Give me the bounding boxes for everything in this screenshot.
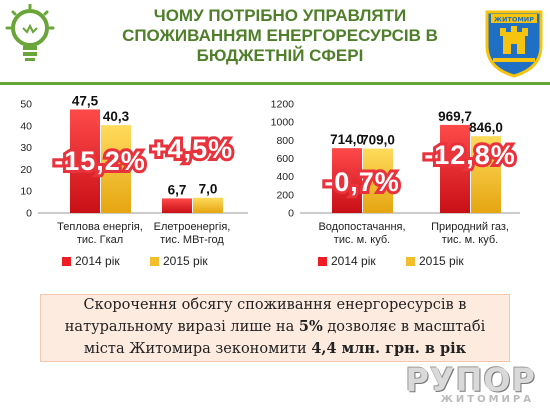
legend-label: 2014 рік: [75, 254, 120, 268]
title-line-2: СПОЖИВАННЯМ ЕНЕРГОРЕСУРСІВ В: [122, 26, 438, 45]
legend-label: 2015 рік: [419, 254, 464, 268]
y-tick-label: 10: [20, 186, 32, 198]
bar-value-label: 969,7: [438, 109, 472, 124]
bar-value-label: 6,7: [168, 182, 187, 197]
bar-value-label: 846,0: [469, 120, 503, 135]
header-divider: [0, 82, 550, 85]
category-label: Елетроенергія,: [154, 221, 231, 233]
category-label: тис. МВт-год: [160, 234, 224, 246]
bar-value-label: 709,0: [361, 133, 395, 148]
y-tick-label: 20: [20, 164, 32, 176]
y-tick-label: 1000: [271, 117, 295, 129]
summary-note: Скорочення обсягу споживання енергоресур…: [40, 294, 510, 362]
bar-value-label: 47,5: [72, 93, 99, 108]
y-tick-label: 1200: [271, 99, 295, 111]
y-tick-label: 800: [276, 135, 294, 147]
watermark-main: РУПОР: [405, 361, 536, 399]
bar-0-0-0: [70, 109, 100, 213]
y-tick-label: 30: [20, 142, 32, 154]
bar-0-1-1: [193, 197, 223, 213]
note-line-2-pre: натуральному виразі лише на: [64, 319, 299, 335]
change-percent-badge: -12,8%: [424, 140, 516, 170]
bar-0-0-1: [101, 125, 131, 213]
legend-label: 2015 рік: [163, 254, 208, 268]
legend-swatch: [318, 257, 327, 266]
legend-swatch: [406, 257, 415, 266]
bar-value-label: 7,0: [199, 182, 218, 197]
note-line-3-bold: 4,4 млн. грн. в рік: [311, 340, 467, 357]
bar-value-label: 40,3: [103, 109, 130, 124]
change-percent-badge: +4,5%: [151, 134, 233, 164]
title-line-3: БЮДЖЕТНІЙ СФЕРІ: [196, 46, 364, 65]
category-label: Теплова енергія,: [57, 221, 143, 233]
page-title: ЧОМУ ПОТРІБНО УПРАВЛЯТИ СПОЖИВАННЯМ ЕНЕР…: [95, 6, 465, 66]
category-label: Водопостачання,: [318, 221, 405, 233]
bar-1-1-1: [471, 136, 501, 213]
category-label: тис. м. куб.: [334, 234, 390, 246]
note-line-2: натуральному виразі лише на 5% дозволяє …: [41, 316, 509, 338]
y-tick-label: 50: [20, 99, 32, 111]
note-line-2-bold: 5%: [298, 318, 323, 335]
legend-swatch: [150, 257, 159, 266]
crest-caption: ЖИТОМИР: [494, 16, 534, 24]
y-tick-label: 600: [276, 153, 294, 165]
change-percent-badge: -0,7%: [324, 167, 400, 197]
lightbulb-icon: [5, 4, 55, 61]
category-label: тис. Гкал: [77, 234, 123, 246]
watermark-sub: ЖИТОМИРА: [440, 394, 534, 405]
note-line-3: міста Житомира зекономити 4,4 млн. грн. …: [41, 338, 509, 360]
y-tick-label: 0: [288, 208, 294, 220]
legend-swatch: [62, 257, 71, 266]
title-line-1: ЧОМУ ПОТРІБНО УПРАВЛЯТИ: [153, 6, 407, 25]
y-tick-label: 40: [20, 120, 32, 132]
y-tick-label: 0: [26, 208, 32, 220]
bar-1-0-0: [332, 148, 362, 213]
legend-label: 2014 рік: [331, 254, 376, 268]
bar-value-label: 714,0: [330, 132, 364, 147]
note-line-1: Скорочення обсягу споживання енергоресур…: [83, 297, 467, 313]
change-percent-badge: -15,2%: [54, 146, 146, 176]
bar-1-0-1: [363, 148, 393, 213]
category-label: тис. м. куб.: [442, 234, 498, 246]
note-line-3-pre: міста Житомира зекономити: [83, 341, 312, 357]
watermark-logo: РУПОР ЖИТОМИРА: [405, 361, 540, 407]
category-label: Природний газ,: [431, 221, 509, 233]
city-crest-icon: ЖИТОМИР: [485, 10, 543, 78]
y-tick-label: 200: [276, 189, 294, 201]
bar-0-1-0: [162, 198, 192, 213]
y-tick-label: 400: [276, 171, 294, 183]
note-line-2-post: дозволяє в масштабі: [322, 319, 486, 335]
bar-1-1-0: [440, 124, 470, 213]
